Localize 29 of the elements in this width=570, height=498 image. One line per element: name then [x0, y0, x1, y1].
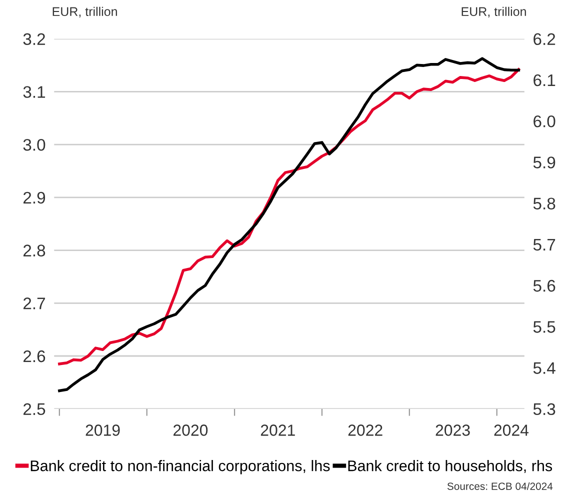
x-tick-label: 2020: [173, 424, 208, 436]
source-note: Sources: ECB 04/2024: [447, 482, 553, 490]
y2-tick-label: 6.1: [534, 74, 556, 86]
y-tick-label: 3.2: [23, 33, 45, 46]
y-axis-title: EUR, trillion: [52, 6, 117, 18]
x-tick-label: 2024: [494, 424, 529, 436]
legend-label: Bank credit to households, rhs: [348, 460, 552, 474]
y2-tick-label: 6.0: [534, 115, 556, 128]
x-tick-label: 2021: [260, 424, 295, 436]
y2-tick-label: 5.6: [533, 280, 556, 292]
y-tick-label: 2.9: [23, 192, 46, 204]
y-tick-label: 2.5: [23, 403, 46, 416]
y2-tick-label: 5.3: [533, 403, 556, 416]
y2-tick-label: 5.7: [533, 238, 556, 251]
x-tick-label: 2019: [86, 424, 120, 436]
legend-label: Bank credit to non-financial corporations, lhs: [30, 460, 330, 474]
y2-tick-label: 5.5: [533, 321, 556, 333]
y-tick-label: 2.8: [23, 244, 46, 256]
y2-axis-title: EUR, trillion: [462, 6, 526, 18]
y2-tick-label: 5.8: [533, 198, 556, 210]
y-tick-label: 2.6: [23, 350, 46, 362]
x-tick-label: 2022: [348, 424, 382, 436]
y2-tick-label: 6.2: [534, 33, 556, 46]
x-tick-label: 2023: [436, 424, 470, 436]
y-tick-label: 3.0: [23, 138, 46, 151]
y2-tick-label: 5.9: [533, 156, 556, 168]
y2-tick-label: 5.4: [533, 362, 556, 374]
y-tick-label: 3.1: [23, 86, 46, 98]
y-tick-label: 2.7: [23, 298, 45, 310]
